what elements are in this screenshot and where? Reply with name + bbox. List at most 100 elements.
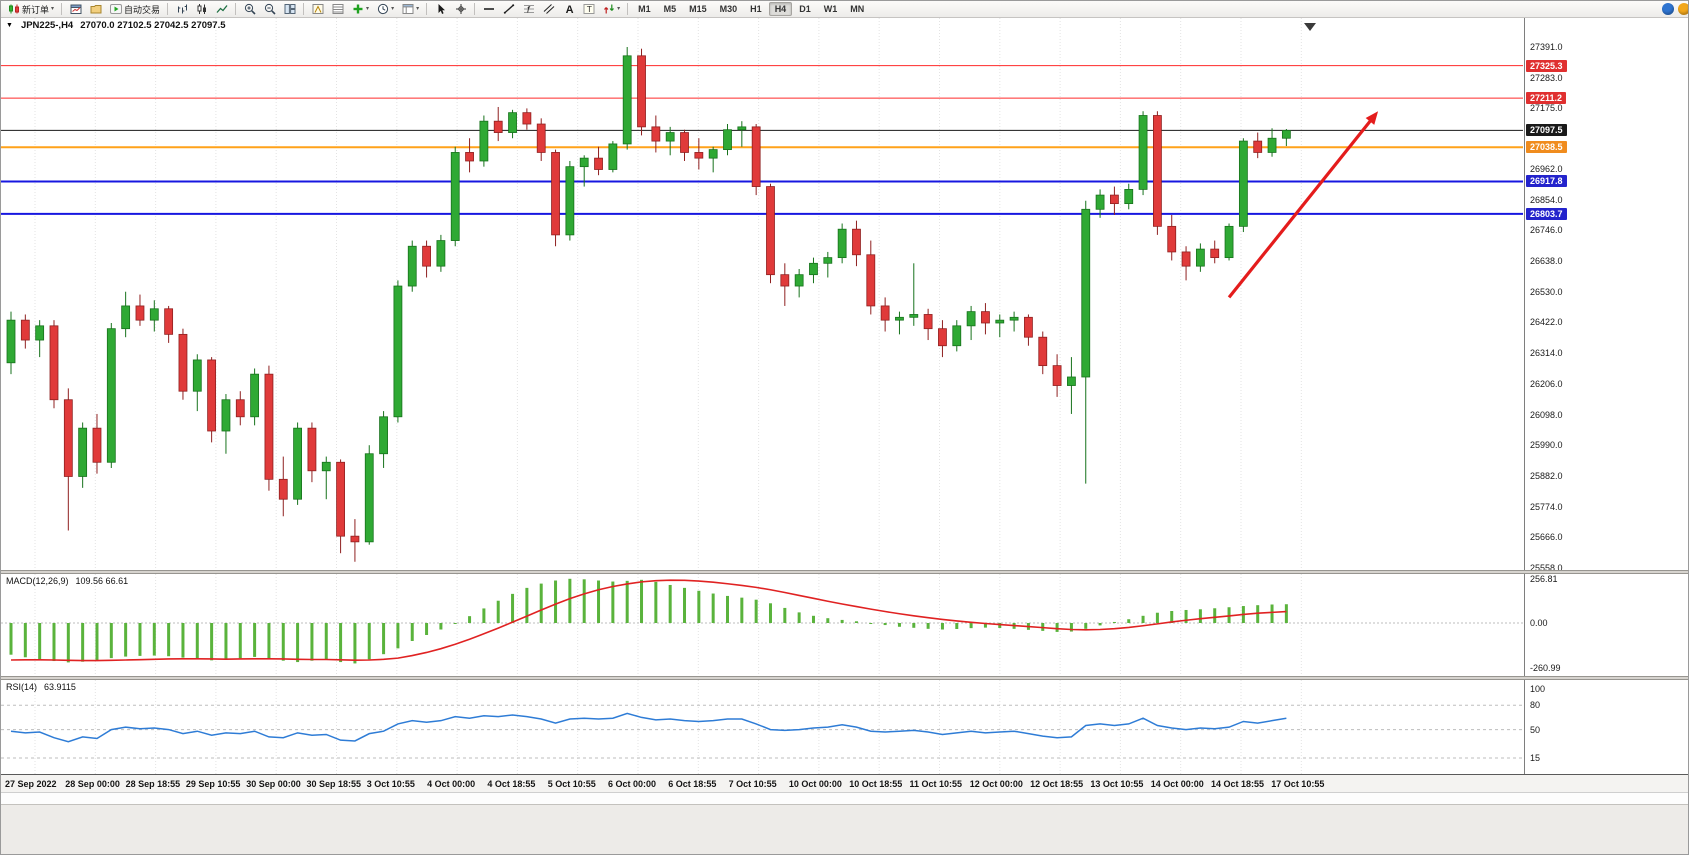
rsi-indicator[interactable] xyxy=(1,680,1523,774)
rsi-axis-label: 15 xyxy=(1530,753,1541,763)
data-window-button[interactable] xyxy=(328,1,347,18)
timeframe-M15[interactable]: M15 xyxy=(689,4,707,14)
autotrading-label: 自动交易 xyxy=(124,4,161,15)
timeframe-D1[interactable]: D1 xyxy=(799,4,811,14)
zoom-in-button[interactable] xyxy=(240,1,259,18)
fibonacci-button[interactable]: f xyxy=(519,1,538,18)
navigator-button[interactable] xyxy=(308,1,327,18)
crosshair-button[interactable] xyxy=(451,1,470,18)
svg-text:f: f xyxy=(527,4,531,14)
periods-button[interactable]: ▾ xyxy=(373,1,397,18)
one-click-trading-toggle[interactable]: ▼ xyxy=(6,22,13,29)
profiles-button[interactable] xyxy=(86,1,105,18)
rsi-axis-label: 80 xyxy=(1530,700,1541,711)
cursor-button[interactable] xyxy=(431,1,450,18)
dropdown-caret-icon: ▾ xyxy=(617,6,621,12)
horizontal-scroll-area[interactable] xyxy=(1,792,1688,804)
zoom-out-button[interactable] xyxy=(260,1,279,18)
price-tick-label: 25774.0 xyxy=(1530,501,1563,512)
dropdown-caret-icon: ▾ xyxy=(391,6,395,12)
rsi-axis-label: 100 xyxy=(1530,684,1546,694)
indicators-button[interactable]: ▾ xyxy=(348,1,372,18)
price-level-badge: 26803.7 xyxy=(1526,207,1567,220)
toolbar-separator xyxy=(61,3,63,15)
alert-icon[interactable] xyxy=(1678,3,1688,15)
time-axis[interactable]: 27 Sep 2022 28 Sep 00:00 28 Sep 18:55 29 Se… xyxy=(1,774,1688,792)
channel-icon xyxy=(542,3,555,16)
time-tick-label: 14 Oct 00:00 xyxy=(1150,779,1204,789)
toolbar-separator xyxy=(426,3,428,15)
price-tick-label: 27175.0 xyxy=(1530,103,1563,114)
pane-splitter[interactable] xyxy=(1,570,1688,574)
macd-pane[interactable]: MACD(12,26,9) 109.56 66.61 xyxy=(1,574,1523,676)
equidistant-channel-button[interactable] xyxy=(539,1,558,18)
text-button[interactable]: A xyxy=(559,1,578,18)
time-tick-label: 4 Oct 00:00 xyxy=(427,779,476,789)
timeframe-MN[interactable]: MN xyxy=(850,4,865,14)
price-axis[interactable]: 27391.0 27283.0 27175.0 26962.0 26854.0 26746… xyxy=(1524,18,1688,774)
main-chart-pane[interactable]: ▼ JPN225-,H4 27070.0 27102.5 27042.5 270… xyxy=(1,18,1523,570)
timeframe-H4[interactable]: H4 xyxy=(768,2,793,16)
text-a-icon: A xyxy=(562,3,575,16)
time-tick-label: 27 Sep 2022 xyxy=(5,779,57,789)
time-tick-label: 30 Sep 18:55 xyxy=(306,779,362,789)
toolbar: 新订单 ▾ 自动交易 ▾ ▾ ▾ f A T ▾ M1 M5 M15 M30 H1 H4 D1 W1 MN xyxy=(1,1,1688,18)
text-label-button[interactable]: T xyxy=(579,1,598,18)
line-chart-icon xyxy=(215,3,228,16)
line-chart-button[interactable] xyxy=(212,1,231,18)
info-icon[interactable] xyxy=(1662,3,1674,15)
price-tick-label: 25990.0 xyxy=(1530,440,1563,451)
timeframe-M5[interactable]: M5 xyxy=(663,4,677,14)
chart-window-icon xyxy=(69,3,82,16)
macd-signal-line xyxy=(10,579,1287,662)
horizontal-level-lines xyxy=(1,65,1523,215)
timeframe-M30[interactable]: M30 xyxy=(719,4,738,14)
chart-ohlc-values: 27070.0 27102.5 27042.5 27097.5 xyxy=(80,20,226,31)
candlestick-chart[interactable] xyxy=(1,18,1523,570)
time-tick-label: 5 Oct 10:55 xyxy=(547,779,596,789)
fibo-icon: f xyxy=(522,3,535,16)
new-order-icon xyxy=(7,3,20,16)
macd-indicator[interactable] xyxy=(1,574,1523,676)
candles xyxy=(6,47,1291,562)
svg-text:T: T xyxy=(586,4,591,14)
status-bar xyxy=(1,804,1688,854)
macd-axis-label: 256.81 xyxy=(1530,574,1558,584)
time-tick-label: 30 Sep 00:00 xyxy=(246,779,301,789)
new-order-button[interactable]: 新订单 ▾ xyxy=(4,1,57,18)
arrows-button[interactable]: ▾ xyxy=(599,1,623,18)
timeframe-W1[interactable]: W1 xyxy=(823,4,838,14)
timeframe-H1[interactable]: H1 xyxy=(750,4,762,14)
macd-title-row: MACD(12,26,9) 109.56 66.61 xyxy=(6,576,128,586)
rsi-value: 63.9115 xyxy=(44,682,76,692)
time-tick-label: 13 Oct 10:55 xyxy=(1090,779,1144,789)
price-level-badge: 27097.5 xyxy=(1526,124,1567,137)
time-tick-label: 6 Oct 00:00 xyxy=(608,779,657,789)
charts-window-button[interactable] xyxy=(66,1,85,18)
horizontal-line-button[interactable] xyxy=(479,1,498,18)
autotrading-button[interactable]: 自动交易 xyxy=(106,1,163,18)
templates-button[interactable]: ▾ xyxy=(398,1,422,18)
rsi-title-row: RSI(14) 63.9115 xyxy=(6,682,76,692)
grid-lines xyxy=(34,18,1302,570)
price-tick-label: 26638.0 xyxy=(1530,256,1563,267)
macd-axis-label: 0.00 xyxy=(1530,618,1548,628)
time-tick-label: 3 Oct 10:55 xyxy=(366,779,415,789)
tile-icon xyxy=(283,3,296,16)
price-tick-label: 26314.0 xyxy=(1530,348,1563,359)
time-tick-label: 29 Sep 10:55 xyxy=(185,779,241,789)
crosshair-icon xyxy=(454,3,467,16)
timeframe-M1[interactable]: M1 xyxy=(638,4,651,14)
chart-symbol-period: JPN225-,H4 xyxy=(20,20,74,31)
hline-icon xyxy=(482,3,495,16)
time-tick-label: 11 Oct 10:55 xyxy=(909,779,963,789)
candle-chart-button[interactable] xyxy=(192,1,211,18)
price-tick-label: 26206.0 xyxy=(1530,378,1563,389)
rsi-title: RSI(14) xyxy=(6,682,38,692)
rsi-pane[interactable]: RSI(14) 63.9115 xyxy=(1,680,1523,774)
tile-windows-button[interactable] xyxy=(280,1,299,18)
macd-axis-label: -260.99 xyxy=(1530,662,1561,673)
bar-chart-button[interactable] xyxy=(172,1,191,18)
trendline-button[interactable] xyxy=(499,1,518,18)
pane-splitter[interactable] xyxy=(1,676,1688,680)
